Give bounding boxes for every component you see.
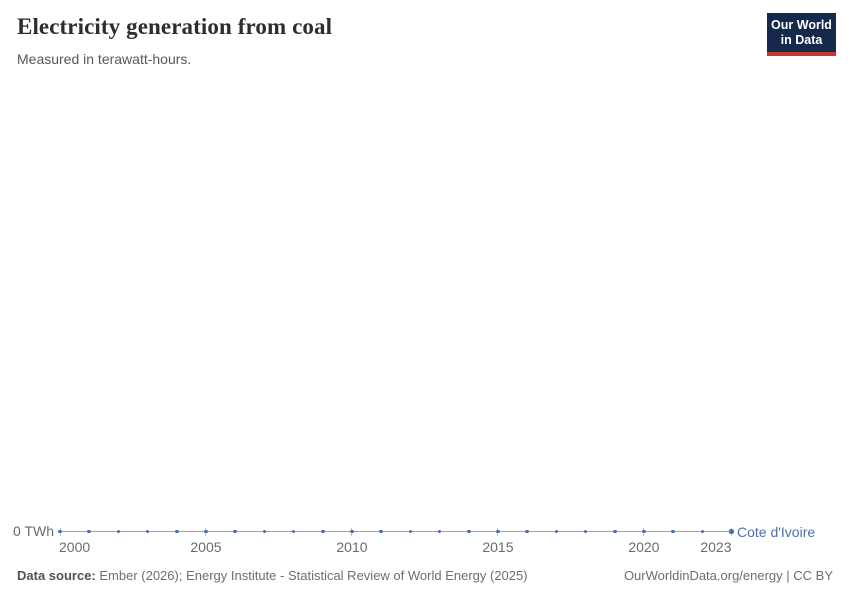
footer-data-source-label: Data source: xyxy=(17,568,96,583)
data-point xyxy=(700,529,705,534)
x-axis-tick-label: 2020 xyxy=(628,539,660,555)
data-point xyxy=(116,529,121,534)
footer-data-source-text: Ember (2026); Energy Institute - Statist… xyxy=(95,568,528,583)
chart-subtitle: Measured in terawatt-hours. xyxy=(17,51,192,67)
data-point xyxy=(58,529,62,534)
owid-logo-line2: in Data xyxy=(780,32,823,47)
data-point xyxy=(554,529,559,534)
data-point xyxy=(291,529,296,534)
owid-logo-line1: Our World xyxy=(771,17,832,32)
data-point xyxy=(671,529,675,534)
x-axis-tick-label: 2000 xyxy=(59,539,91,555)
data-point xyxy=(466,529,471,534)
data-point xyxy=(320,529,325,534)
data-point xyxy=(145,529,150,534)
data-point xyxy=(496,529,500,534)
data-point xyxy=(583,529,588,534)
data-point xyxy=(525,529,529,534)
x-axis-tick-label: 2015 xyxy=(482,539,514,555)
series-line xyxy=(60,530,732,533)
footer-credit: OurWorldinData.org/energy | CC BY xyxy=(623,568,833,583)
data-point xyxy=(612,529,617,534)
chart-title: Electricity generation from coal xyxy=(17,14,333,39)
data-point xyxy=(87,529,91,534)
data-point xyxy=(408,529,413,534)
data-point xyxy=(642,529,646,534)
entity-label: Cote d'Ivoire xyxy=(737,524,816,540)
data-point xyxy=(262,529,267,534)
data-point xyxy=(204,529,208,534)
data-point xyxy=(379,529,383,534)
owid-logo: Our World in Data xyxy=(767,13,836,56)
y-axis-zero-label: 0 TWh xyxy=(13,523,54,539)
data-point xyxy=(350,529,354,534)
x-axis-tick-label: 2005 xyxy=(190,539,222,555)
x-axis-tick-label: 2023 xyxy=(700,539,732,555)
footer-data-source: Data source: Ember (2026); Energy Instit… xyxy=(17,568,528,583)
data-point xyxy=(437,529,442,534)
x-axis-tick-label: 2010 xyxy=(336,539,368,555)
data-point xyxy=(174,529,179,534)
data-point xyxy=(233,529,237,534)
data-point xyxy=(729,529,734,534)
